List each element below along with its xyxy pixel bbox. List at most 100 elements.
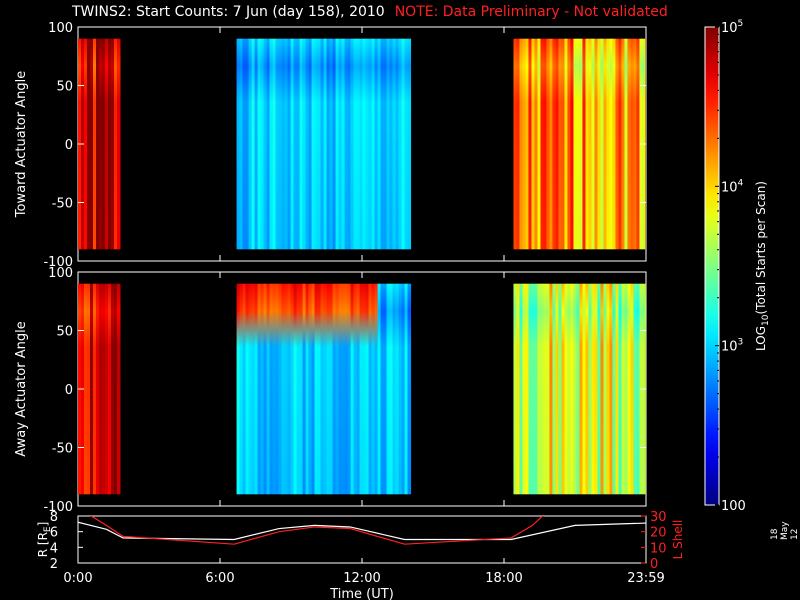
- title-text: TWINS2: Start Counts: 7 Jun (day 158), 2…: [72, 4, 385, 20]
- right-tick-label: 20: [650, 526, 667, 541]
- heat-column: [582, 38, 586, 250]
- heat-column: [636, 283, 640, 495]
- heat-column: [576, 283, 580, 495]
- heat-column: [392, 283, 397, 495]
- heat-column: [248, 38, 253, 250]
- heat-column: [353, 38, 358, 250]
- heat-column: [338, 38, 343, 250]
- heat-column: [290, 38, 295, 250]
- x-tick-label: 0:00: [63, 571, 92, 586]
- heat-column: [111, 38, 115, 250]
- heat-column: [558, 283, 562, 495]
- right-tick-label: 10: [650, 541, 667, 556]
- heat-column: [356, 38, 361, 250]
- heat-column: [108, 38, 112, 250]
- heat-column: [374, 38, 379, 250]
- heat-column: [612, 283, 616, 495]
- colorbar-tick-exponent: 3: [738, 338, 744, 348]
- heat-column: [615, 38, 619, 250]
- heat-column: [90, 38, 94, 250]
- heat-column: [87, 38, 91, 250]
- heat-column: [525, 38, 529, 250]
- heat-column: [585, 283, 589, 495]
- heat-column: [290, 283, 295, 495]
- heat-column: [407, 38, 412, 250]
- y-tick-label: 0: [65, 138, 73, 153]
- heat-column: [552, 38, 556, 250]
- heat-column: [251, 38, 256, 250]
- y-tick-label: -50: [52, 197, 73, 212]
- heat-column: [528, 38, 532, 250]
- y-tick-label: 50: [56, 325, 73, 340]
- heat-column: [236, 283, 241, 495]
- heat-column: [549, 283, 553, 495]
- heat-column: [561, 38, 565, 250]
- heat-column: [254, 283, 259, 495]
- heat-column: [576, 38, 580, 250]
- heat-column: [350, 38, 355, 250]
- lshell-series-line: [90, 516, 544, 545]
- x-tick-label: 23:59: [627, 571, 664, 586]
- heat-column: [284, 283, 289, 495]
- heat-column: [245, 38, 250, 250]
- heat-column: [534, 283, 538, 495]
- heat-column: [314, 38, 319, 250]
- heat-column: [242, 38, 247, 250]
- heat-column: [377, 283, 382, 495]
- heat-column: [263, 38, 268, 250]
- heat-column: [389, 38, 394, 250]
- heat-column: [353, 283, 358, 495]
- heat-column: [260, 283, 265, 495]
- heat-cells: [78, 38, 646, 250]
- heat-column: [549, 38, 553, 250]
- x-tick-label: 18:00: [485, 571, 522, 586]
- heat-column: [236, 38, 241, 250]
- heat-column: [407, 283, 412, 495]
- heat-column: [284, 38, 289, 250]
- heat-column: [329, 283, 334, 495]
- heat-column: [398, 283, 403, 495]
- heat-column: [99, 38, 103, 250]
- heat-column: [371, 38, 376, 250]
- colorbar-tick-label: 100: [721, 499, 746, 514]
- heat-column: [105, 38, 109, 250]
- heat-column: [597, 283, 601, 495]
- heat-column: [630, 38, 634, 250]
- right-tick-label: 0: [650, 557, 658, 572]
- y-tick-label: -100: [43, 255, 73, 270]
- heat-column: [531, 283, 535, 495]
- heat-column: [326, 283, 331, 495]
- heat-column: [386, 283, 391, 495]
- heat-column: [371, 283, 376, 495]
- heat-column: [573, 283, 577, 495]
- heat-column: [636, 38, 640, 250]
- heat-column: [257, 38, 262, 250]
- heat-column: [377, 38, 382, 250]
- heat-column: [600, 38, 604, 250]
- heat-column: [392, 38, 397, 250]
- right-tick-label: 30: [650, 510, 667, 525]
- heat-column: [278, 283, 283, 495]
- heat-column: [516, 283, 520, 495]
- x-tick-label: 6:00: [205, 571, 234, 586]
- heat-column: [242, 283, 247, 495]
- heat-column: [102, 283, 106, 495]
- heat-column: [534, 38, 538, 250]
- heat-column: [332, 283, 337, 495]
- heat-column: [335, 283, 340, 495]
- heat-column: [621, 283, 625, 495]
- heat-column: [522, 283, 526, 495]
- heat-column: [383, 283, 388, 495]
- heat-column: [308, 283, 313, 495]
- toward-heatmap-panel: 100 50 0 -50 -100 Toward Actuator Angle: [14, 21, 647, 270]
- heat-column: [567, 38, 571, 250]
- heat-column: [356, 283, 361, 495]
- colorbar-tick-mantissa: 10: [721, 340, 738, 355]
- colorbar-tick-label: 104: [721, 178, 744, 195]
- heat-column: [543, 283, 547, 495]
- heat-column: [335, 38, 340, 250]
- heat-column: [374, 283, 379, 495]
- heat-column: [117, 283, 121, 495]
